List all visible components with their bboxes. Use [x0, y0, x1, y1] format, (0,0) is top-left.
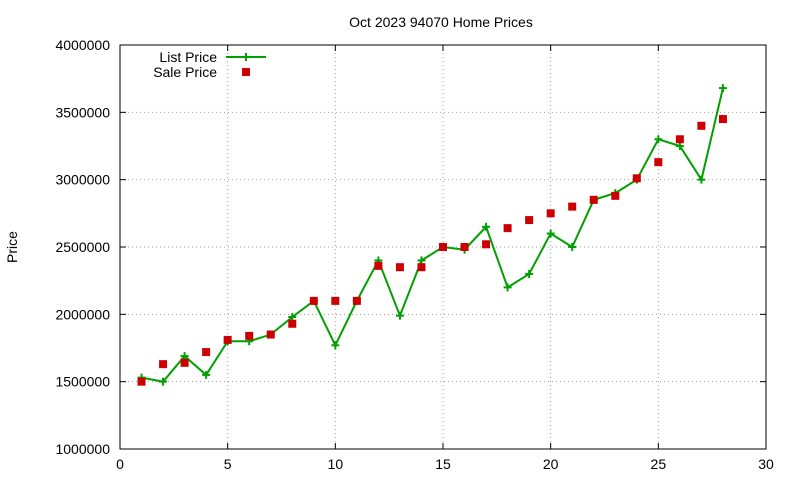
sale-price-point: [460, 243, 469, 251]
list-price-point: [718, 84, 727, 93]
sale-price-point: [718, 115, 727, 124]
sale-price-point: [697, 121, 706, 130]
list-price-point: [482, 222, 491, 231]
sale-price-point: [374, 261, 383, 270]
list-price-point: [331, 341, 340, 350]
y-axis-label: Price: [4, 231, 20, 263]
list-price-point: [675, 142, 684, 150]
list-price-point: [417, 256, 426, 265]
x-tick-label: 15: [435, 456, 451, 472]
legend-square-marker: [242, 68, 250, 76]
sale-price-point: [632, 174, 641, 183]
sale-price-point: [525, 216, 534, 225]
x-tick-label: 10: [328, 456, 344, 472]
plot-frame: [119, 44, 767, 450]
list-price-point: [697, 175, 706, 184]
sale-price-point: [245, 331, 254, 340]
sale-price-point: [611, 191, 620, 200]
list-price-point: [159, 377, 168, 386]
x-tick-label: 5: [224, 456, 232, 472]
sale-price-point: [675, 135, 684, 144]
sale-price-point: [654, 158, 663, 167]
x-tick-label: 0: [116, 456, 124, 472]
sale-price-point: [159, 360, 168, 369]
sale-price-point: [439, 243, 447, 251]
sale-price-point: [395, 263, 404, 272]
x-tick-label: 20: [543, 456, 559, 472]
sale-price-point: [503, 224, 512, 233]
legend-label: List Price: [159, 49, 217, 65]
tick-layer: 0 5 10 15 20 25 30 1000000 1500000 2000000 2500000…: [55, 37, 774, 472]
list-price-point: [525, 269, 534, 278]
series-layer: [137, 84, 727, 386]
sale-price-point: [309, 296, 318, 305]
x-tick-label: 30: [758, 456, 774, 472]
list-price-point: [654, 135, 663, 144]
list-price-line: [141, 87, 724, 383]
sale-price-point: [352, 296, 361, 305]
sale-price-point: [137, 377, 146, 386]
sale-price-point: [223, 335, 232, 344]
legend-plus-marker: [242, 53, 250, 61]
y-tick-label: 2000000: [55, 306, 110, 322]
list-price-point: [568, 243, 577, 251]
x-tick-label: 25: [651, 456, 667, 472]
list-price-point: [180, 352, 189, 361]
sale-price-point: [546, 209, 555, 218]
y-tick-label: 1500000: [55, 374, 110, 390]
sale-price-point: [589, 195, 598, 204]
grid-layer: [120, 45, 766, 449]
legend-label: Sale Price: [153, 64, 217, 80]
list-price-point: [395, 311, 404, 320]
list-price-point: [546, 229, 555, 238]
sale-price-point: [180, 358, 189, 367]
sale-price-point: [202, 348, 211, 357]
list-price-point: [503, 283, 512, 292]
sale-price-point: [266, 330, 275, 339]
y-tick-label: 3500000: [55, 104, 110, 120]
list-price-point: [202, 370, 211, 379]
sale-price-point: [288, 319, 297, 328]
list-price-point: [288, 313, 297, 322]
sale-price-point: [568, 202, 577, 211]
chart-title: Oct 2023 94070 Home Prices: [349, 14, 533, 30]
y-tick-label: 3000000: [55, 172, 110, 188]
y-tick-label: 1000000: [55, 441, 110, 457]
sale-price-point: [417, 263, 426, 272]
y-tick-label: 2500000: [55, 239, 110, 255]
sale-price-point: [482, 240, 491, 249]
y-tick-label: 4000000: [55, 37, 110, 53]
sale-price-point: [331, 296, 340, 305]
